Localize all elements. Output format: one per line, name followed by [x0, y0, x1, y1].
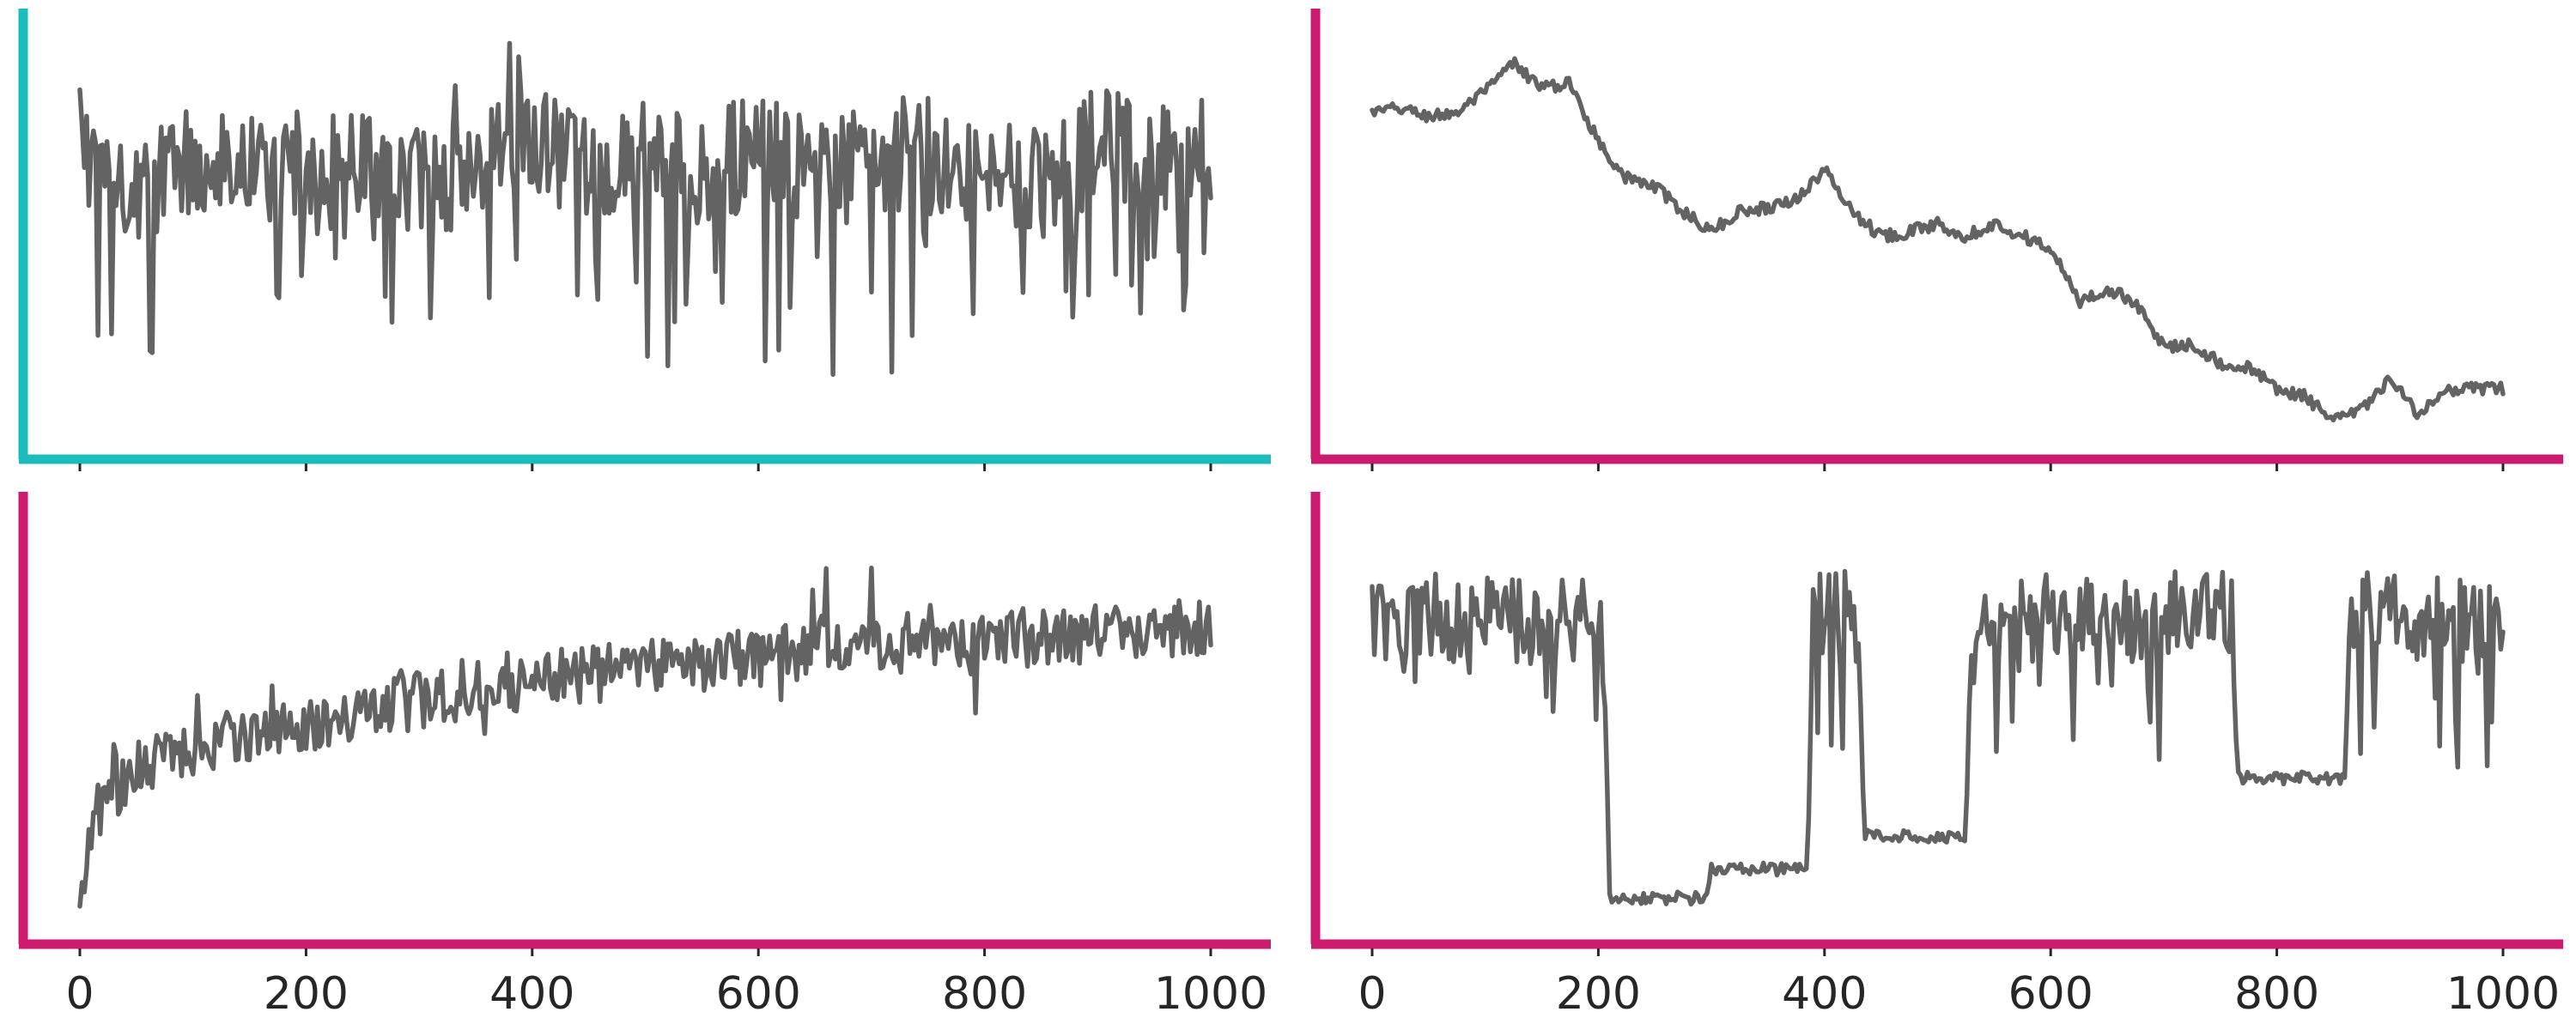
x-tick-label: 1000 — [2446, 968, 2560, 1020]
panel-bottom-left: 0 200 400 600 800 1000 — [18, 492, 1271, 1020]
x-tick-label: 400 — [489, 968, 574, 1020]
series-line — [1370, 56, 2506, 423]
x-tick-label: 800 — [942, 968, 1027, 1020]
series-line — [1370, 568, 2506, 907]
x-tick-label: 200 — [1556, 968, 1641, 1020]
series-line — [77, 565, 1213, 909]
panel-top-right — [1310, 9, 2563, 471]
series-line — [77, 40, 1213, 378]
x-tick-label: 600 — [716, 968, 801, 1020]
x-tick-label: 200 — [264, 968, 349, 1020]
x-tick-label: 600 — [2008, 968, 2093, 1020]
x-tick-label: 1000 — [1154, 968, 1267, 1020]
x-tick-label: 0 — [65, 968, 94, 1020]
x-tick-label: 400 — [1782, 968, 1867, 1020]
panel-bottom-right: 0 200 400 600 800 1000 — [1310, 492, 2563, 1020]
x-tick-label: 800 — [2234, 968, 2319, 1020]
x-tick-label: 0 — [1358, 968, 1386, 1020]
panel-top-left — [18, 9, 1271, 471]
